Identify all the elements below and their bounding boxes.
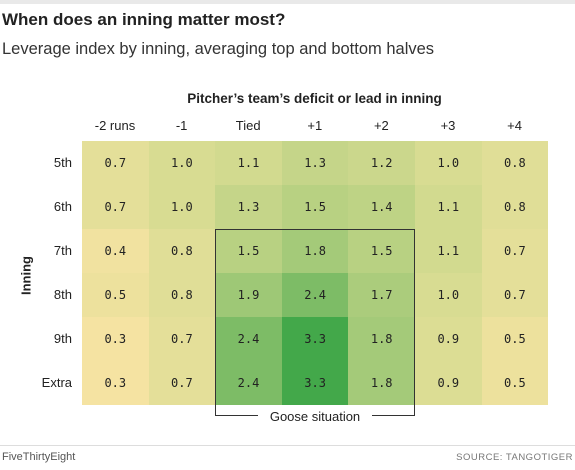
heatmap-cell: 0.7	[82, 141, 149, 185]
heatmap-cell: 1.8	[348, 361, 415, 405]
heatmap-cell: 1.5	[281, 185, 349, 229]
heatmap-cell: 1.0	[148, 185, 216, 229]
heatmap-cell: 1.3	[281, 141, 349, 185]
heatmap-cell: 0.3	[82, 317, 149, 361]
source-credit: SOURCE: TANGOTIGER	[456, 452, 573, 463]
chart-subtitle: Leverage index by inning, averaging top …	[2, 40, 435, 58]
column-header: +1	[307, 118, 323, 133]
heatmap-cell: 0.5	[481, 361, 549, 405]
x-axis-title: Pitcher’s team’s deficit or lead in inni…	[187, 91, 442, 106]
heatmap-cell: 1.1	[215, 141, 282, 185]
heatmap-cell: 0.8	[481, 141, 549, 185]
heatmap-cell: 1.4	[348, 185, 415, 229]
column-header: +4	[507, 118, 522, 133]
heatmap-cell: 1.1	[415, 229, 482, 273]
goose-situation-label: Goose situation	[258, 409, 372, 424]
heatmap-cell: 1.2	[348, 141, 415, 185]
heatmap-cell: 1.0	[415, 141, 482, 185]
top-rule	[0, 0, 575, 4]
row-header: 9th	[53, 331, 72, 346]
heatmap-cell: 0.9	[415, 361, 482, 405]
heatmap-cell: 0.9	[415, 317, 482, 361]
row-header: 6th	[53, 199, 72, 214]
brand-name: FiveThirtyEight	[2, 451, 76, 463]
heatmap-cell: 0.8	[481, 185, 549, 229]
heatmap-cell: 3.3	[281, 361, 349, 405]
heatmap-cell: 0.5	[481, 317, 549, 361]
heatmap-cell: 0.4	[82, 229, 149, 273]
column-header: Tied	[235, 118, 261, 133]
row-header: 8th	[53, 287, 72, 302]
heatmap-cell: 2.4	[215, 317, 282, 361]
heatmap-cell: 1.5	[215, 229, 282, 273]
row-header: Extra	[41, 375, 72, 390]
heatmap-cell: 1.7	[348, 273, 415, 317]
heatmap-cell: 1.1	[415, 185, 482, 229]
heatmap-cell: 1.3	[215, 185, 282, 229]
column-header: +2	[373, 118, 389, 133]
goose-situation-box	[215, 229, 415, 416]
heatmap-cell: 1.9	[215, 273, 282, 317]
heatmap-cell: 1.0	[148, 141, 216, 185]
heatmap-cell: 0.7	[481, 229, 549, 273]
heatmap-cell: 0.7	[148, 317, 216, 361]
heatmap-cell: 0.7	[82, 185, 149, 229]
heatmap-cell: 2.4	[215, 361, 282, 405]
row-header: 7th	[53, 243, 72, 258]
column-header: -1	[175, 118, 188, 133]
heatmap-cell: 1.5	[348, 229, 415, 273]
heatmap-cell: 0.3	[82, 361, 149, 405]
heatmap-cell: 0.7	[481, 273, 549, 317]
heatmap-cell: 1.8	[348, 317, 415, 361]
row-header: 5th	[53, 155, 72, 170]
column-header: +3	[440, 118, 456, 133]
heatmap-cell: 0.8	[148, 273, 216, 317]
heatmap-cell: 3.3	[281, 317, 349, 361]
heatmap-cell: 1.8	[281, 229, 349, 273]
heatmap-cell: 1.0	[415, 273, 482, 317]
column-header: -2 runs	[94, 118, 136, 133]
footer-rule	[0, 445, 575, 446]
heatmap-cell: 0.5	[82, 273, 149, 317]
heatmap-cell: 2.4	[281, 273, 349, 317]
chart-title: When does an inning matter most?	[2, 10, 286, 29]
heatmap-cell: 0.7	[148, 361, 216, 405]
heatmap-cell: 0.8	[148, 229, 216, 273]
